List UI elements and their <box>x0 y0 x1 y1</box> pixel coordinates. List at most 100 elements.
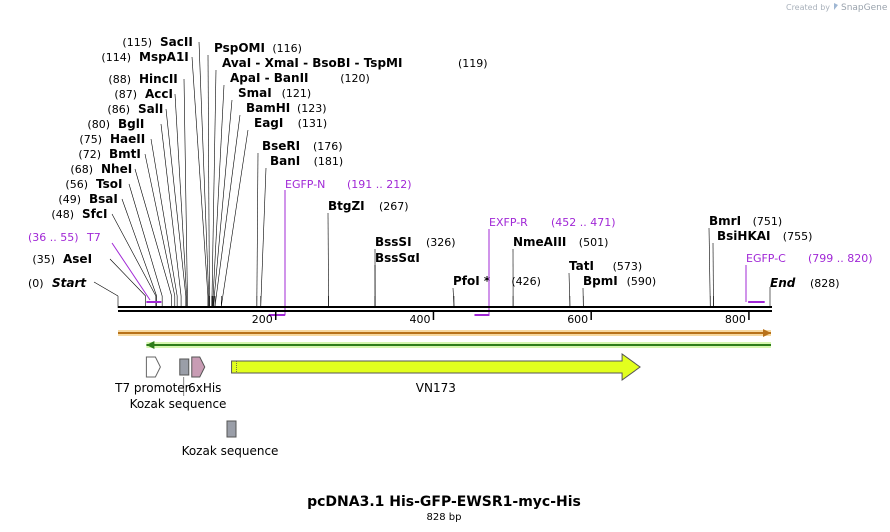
enzyme-name: BamHI <box>246 101 290 115</box>
enzyme-site: AvaI - XmaI - BsoBI - TspMI (119) <box>211 56 488 307</box>
enzyme-site: BanI (181) <box>260 154 344 307</box>
ruler-tick-label: 600 <box>567 313 588 326</box>
orf-arrowhead <box>763 329 771 337</box>
start-marker: (0) Start <box>28 276 119 308</box>
ruler: 200 400 600 800 <box>252 312 750 326</box>
enzyme-site: (72) BmtI <box>78 147 176 306</box>
enzyme-name: BssSαI <box>375 251 420 265</box>
enzyme-position: (48) <box>51 208 74 221</box>
enzyme-position: (75) <box>79 133 102 146</box>
primer: EXFP-R (452 .. 471) <box>474 216 616 316</box>
enzyme-position: (56) <box>65 178 88 191</box>
watermark: Created by SnapGene <box>786 3 888 13</box>
enzyme-site: BmrI (751) <box>708 214 783 307</box>
orf-forward-arrow <box>118 329 771 337</box>
enzyme-position: (131) <box>298 117 328 130</box>
enzyme-site: NmeAIII (501) <box>512 235 609 307</box>
enzyme-name: BmrI <box>709 214 741 228</box>
enzyme-name: TsoI <box>96 177 122 191</box>
enzyme-position: (116) <box>272 42 302 55</box>
enzyme-name: MspA1I <box>139 50 189 64</box>
enzyme-name: BsaI <box>89 192 118 206</box>
enzyme-name: NmeAIII <box>513 235 566 249</box>
enzyme-site: (49) BsaI <box>58 192 157 306</box>
primer-name: T7 <box>86 231 101 244</box>
enzyme-connector <box>165 108 187 297</box>
enzyme-position: (426) <box>511 275 541 288</box>
enzyme-connector <box>213 99 233 307</box>
orf-layer <box>118 329 772 349</box>
enzyme-name: PspOMI <box>214 41 265 55</box>
watermark-brand: SnapGene <box>841 3 888 13</box>
enzyme-position: (590) <box>627 275 657 288</box>
enzyme-position: (80) <box>87 118 110 131</box>
feature-tag: 6xHis <box>188 356 221 395</box>
primer: EGFP-C (799 .. 820) <box>745 252 873 303</box>
enzyme-site: BpmI (590) <box>582 274 657 307</box>
enzyme-connector <box>212 84 225 307</box>
enzyme-connector <box>214 114 241 307</box>
enzyme-position: (88) <box>108 73 131 86</box>
start-position: (0) <box>28 277 44 290</box>
enzyme-name: ApaI - BanII <box>230 71 309 85</box>
enzyme-position: (123) <box>297 102 327 115</box>
enzyme-position: (501) <box>579 236 609 249</box>
promoter-arrow-icon <box>145 356 161 378</box>
enzyme-site: (75) HaeII <box>79 132 178 306</box>
enzyme-name: EagI <box>254 116 283 130</box>
enzyme-site: (115) SacII <box>122 35 209 306</box>
enzyme-connector <box>708 227 711 307</box>
enzyme-site: BssSI (326) <box>374 235 456 307</box>
primer-layer: (36 .. 55) T7 EGFP-N (191 .. 212) EXFP-R (452… <box>28 178 873 316</box>
orf-arrowhead <box>146 341 155 349</box>
enzyme-name: SacII <box>160 35 193 49</box>
enzyme-site: (35) AseI <box>32 252 146 306</box>
enzyme-position: (267) <box>379 200 409 213</box>
enzyme-connector <box>183 78 188 297</box>
feature-promoter: T7 promoter <box>114 356 190 395</box>
enzyme-site: (86) SalI <box>107 102 187 306</box>
enzyme-position: (751) <box>753 215 783 228</box>
enzyme-position: (176) <box>313 140 343 153</box>
enzyme-position: (120) <box>340 72 370 85</box>
enzyme-position: (181) <box>314 155 344 168</box>
kozak-box-icon <box>226 420 237 438</box>
enzyme-connector <box>134 168 172 297</box>
enzyme-site: BsiHKAI (755) <box>712 229 812 307</box>
end-marker: End (828) <box>769 276 840 308</box>
enzyme-name: AccI <box>145 87 173 101</box>
enzyme-site: SmaI (121) <box>213 86 312 307</box>
enzyme-position: (119) <box>458 57 488 70</box>
enzyme-site: (56) TsoI <box>65 177 163 306</box>
end-label: End <box>770 276 796 290</box>
enzyme-connector <box>191 56 209 297</box>
enzyme-position: (121) <box>282 87 312 100</box>
primer-connector <box>111 242 151 301</box>
enzyme-site: TatI (573) <box>568 259 642 307</box>
primer-name: EGFP-N <box>285 178 325 191</box>
enzyme-site: PspOMI (116) <box>207 41 302 307</box>
primer-range: (799 .. 820) <box>808 252 873 265</box>
enzyme-name: SalI <box>138 102 163 116</box>
enzyme-connector <box>260 167 267 307</box>
primer-range: (452 .. 471) <box>551 216 616 229</box>
enzyme-name: BmtI <box>109 147 141 161</box>
enzyme-site: (88) HincII <box>108 72 188 306</box>
ruler-tick-label: 200 <box>252 313 273 326</box>
enzyme-site: BtgZI (267) <box>327 199 409 307</box>
enzyme-connector <box>198 41 209 297</box>
primer: (36 .. 55) T7 <box>28 231 162 303</box>
enzyme-connector <box>256 152 259 307</box>
enzyme-name: AseI <box>63 252 92 266</box>
enzyme-name: PfoI * <box>453 274 491 288</box>
enzyme-name: AvaI - XmaI - BsoBI - TspMI <box>222 56 402 70</box>
enzyme-connector <box>221 129 249 307</box>
feature-misc: Kozak sequence <box>182 420 278 458</box>
enzyme-name: TatI <box>569 259 594 273</box>
enzyme-position: (72) <box>78 148 101 161</box>
primer-range: (191 .. 212) <box>347 178 412 191</box>
enzyme-position: (86) <box>107 103 130 116</box>
enzyme-position: (87) <box>114 88 137 101</box>
dna-backbone <box>118 306 772 312</box>
feature-label: VN173 <box>416 381 456 395</box>
